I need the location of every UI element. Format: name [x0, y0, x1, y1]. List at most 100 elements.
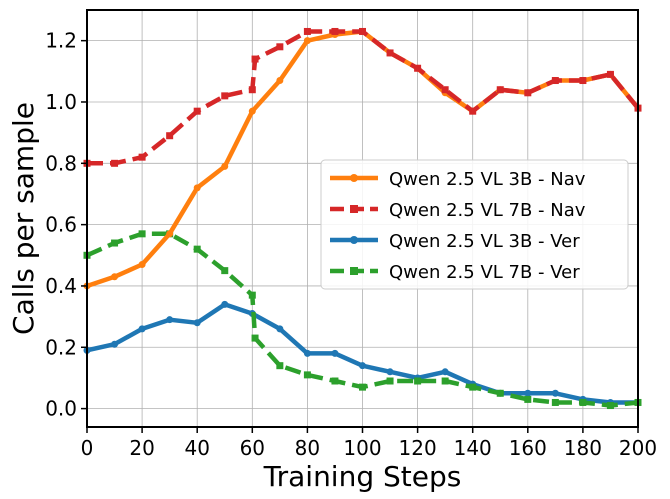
- legend-swatch-marker: [350, 205, 358, 213]
- data-point: [276, 77, 284, 85]
- data-point: [276, 325, 284, 333]
- y-tick-label: 0.6: [45, 213, 77, 237]
- data-point: [359, 27, 366, 35]
- data-point: [441, 86, 449, 94]
- x-axis-label: Training Steps: [263, 460, 462, 493]
- legend-label: Qwen 2.5 VL 7B - Nav: [389, 200, 586, 221]
- data-point: [414, 377, 422, 385]
- x-tick-label: 20: [129, 436, 154, 460]
- data-point: [303, 371, 311, 379]
- legend: Qwen 2.5 VL 3B - Nav Qwen 2.5 VL 7B - Nav…: [320, 159, 629, 290]
- legend-item: Qwen 2.5 VL 3B - Ver: [330, 231, 580, 252]
- data-point: [111, 340, 119, 348]
- data-point: [111, 159, 119, 167]
- data-point: [524, 395, 532, 403]
- data-point: [386, 368, 394, 376]
- series-line: [86, 231, 639, 408]
- y-tick-label: 1.2: [45, 29, 77, 53]
- data-point: [138, 325, 146, 333]
- legend-label: Qwen 2.5 VL 3B - Ver: [389, 231, 580, 252]
- legend-label: Qwen 2.5 VL 7B - Ver: [389, 262, 580, 283]
- data-point: [551, 77, 559, 85]
- legend-swatch-marker: [350, 236, 358, 244]
- data-point: [579, 398, 587, 406]
- data-point: [248, 107, 256, 115]
- data-point: [441, 377, 449, 385]
- x-tick-label: 180: [564, 436, 602, 460]
- axis-ticks: 0 20 40 60 80 100 120 140 160 180 200 0.0 0.2 0.4 0.6 0…: [45, 29, 657, 460]
- x-tick-label: 80: [295, 436, 320, 460]
- data-point: [469, 383, 477, 391]
- data-point: [414, 64, 422, 72]
- data-point: [386, 377, 394, 385]
- data-point: [138, 230, 146, 238]
- legend-item: Qwen 2.5 VL 7B - Ver: [330, 262, 580, 283]
- data-point: [251, 55, 259, 63]
- data-point: [524, 389, 532, 397]
- data-point: [111, 239, 119, 247]
- y-tick-label: 0.8: [45, 151, 77, 175]
- y-tick-label: 0.2: [45, 335, 77, 359]
- legend-item: Qwen 2.5 VL 7B - Nav: [330, 200, 586, 221]
- data-point: [193, 245, 201, 253]
- x-tick-label: 60: [240, 436, 265, 460]
- data-point: [248, 291, 256, 299]
- data-point: [251, 334, 259, 342]
- data-point: [221, 92, 229, 100]
- series-lines: [83, 27, 642, 410]
- data-point: [551, 398, 559, 406]
- data-point: [193, 319, 201, 327]
- data-point: [138, 260, 146, 268]
- x-tick-label: 120: [399, 436, 437, 460]
- data-point: [166, 132, 174, 140]
- y-tick-label: 0.4: [45, 274, 77, 298]
- data-point: [469, 107, 477, 115]
- data-point: [166, 230, 174, 238]
- data-point: [496, 389, 504, 397]
- legend-box: [320, 159, 629, 290]
- data-point: [331, 27, 339, 35]
- data-point: [551, 389, 559, 397]
- y-tick-label: 1.0: [45, 90, 77, 114]
- data-point: [193, 107, 201, 115]
- x-tick-label: 40: [184, 436, 209, 460]
- series-4: [83, 230, 642, 410]
- data-point: [303, 349, 311, 357]
- x-tick-label: 160: [509, 436, 547, 460]
- data-point: [524, 89, 532, 97]
- y-tick-label: 0.0: [45, 397, 77, 421]
- data-point: [606, 70, 614, 78]
- data-point: [606, 402, 614, 410]
- data-point: [248, 86, 256, 94]
- data-point: [496, 86, 504, 94]
- data-point: [276, 43, 284, 51]
- data-point: [359, 383, 366, 391]
- data-point: [111, 273, 119, 281]
- data-point: [166, 316, 174, 324]
- legend-swatch-marker: [350, 267, 358, 275]
- data-point: [359, 362, 366, 370]
- data-point: [579, 77, 587, 85]
- legend-label: Qwen 2.5 VL 3B - Nav: [389, 169, 586, 190]
- data-point: [303, 37, 311, 45]
- x-tick-label: 140: [454, 436, 492, 460]
- data-point: [276, 362, 284, 370]
- data-point: [221, 267, 229, 275]
- x-tick-label: 0: [81, 436, 94, 460]
- data-point: [331, 377, 339, 385]
- legend-swatch-marker: [350, 174, 358, 182]
- data-point: [193, 184, 201, 192]
- x-tick-label: 100: [343, 436, 381, 460]
- data-point: [138, 153, 146, 161]
- x-tick-label: 200: [619, 436, 657, 460]
- legend-item: Qwen 2.5 VL 3B - Nav: [330, 169, 586, 190]
- data-point: [441, 368, 449, 376]
- data-point: [303, 27, 311, 35]
- data-point: [331, 349, 339, 357]
- y-axis-label: Calls per sample: [7, 102, 40, 335]
- data-point: [221, 300, 229, 308]
- data-point: [386, 49, 394, 57]
- data-point: [221, 162, 229, 170]
